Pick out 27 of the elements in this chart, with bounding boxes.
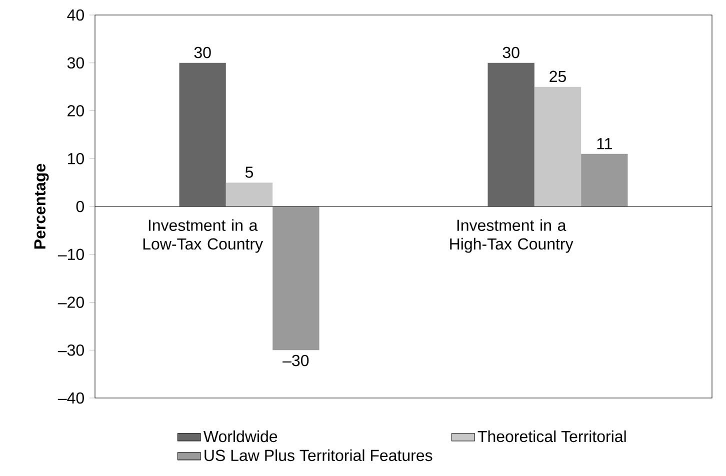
legend-label: Worldwide — [204, 430, 278, 442]
data-label: 11 — [597, 138, 612, 150]
y-tick-label: 30 — [67, 57, 84, 69]
y-tick-label: 0 — [76, 200, 84, 212]
bar — [226, 182, 273, 207]
y-tick-label: –10 — [58, 248, 84, 260]
y-tick-label: 40 — [67, 9, 84, 21]
y-tick-label: –20 — [58, 296, 84, 308]
data-label: 5 — [245, 166, 254, 178]
legend-label: Theoretical Territorial — [478, 430, 626, 442]
x-tick-label: Investment in a Low-Tax Country — [143, 219, 263, 253]
data-label: 25 — [550, 70, 566, 82]
y-tick-label: 10 — [68, 152, 84, 164]
data-label: 30 — [194, 46, 211, 58]
bar — [534, 86, 582, 207]
x-tick-label: Investment in a High-Tax Country — [450, 219, 574, 253]
bar — [581, 154, 628, 207]
bar — [179, 62, 226, 207]
y-tick-label: –30 — [58, 344, 84, 356]
data-label: 30 — [502, 46, 520, 58]
y-tick-label: 20 — [68, 105, 84, 116]
y-tick-label: –40 — [58, 392, 84, 404]
data-label: –30 — [282, 354, 309, 366]
legend-label: US Law Plus Territorial Features — [204, 449, 432, 462]
y-axis-title: Percentage — [34, 164, 49, 249]
bar — [272, 206, 320, 350]
bar — [488, 62, 534, 207]
